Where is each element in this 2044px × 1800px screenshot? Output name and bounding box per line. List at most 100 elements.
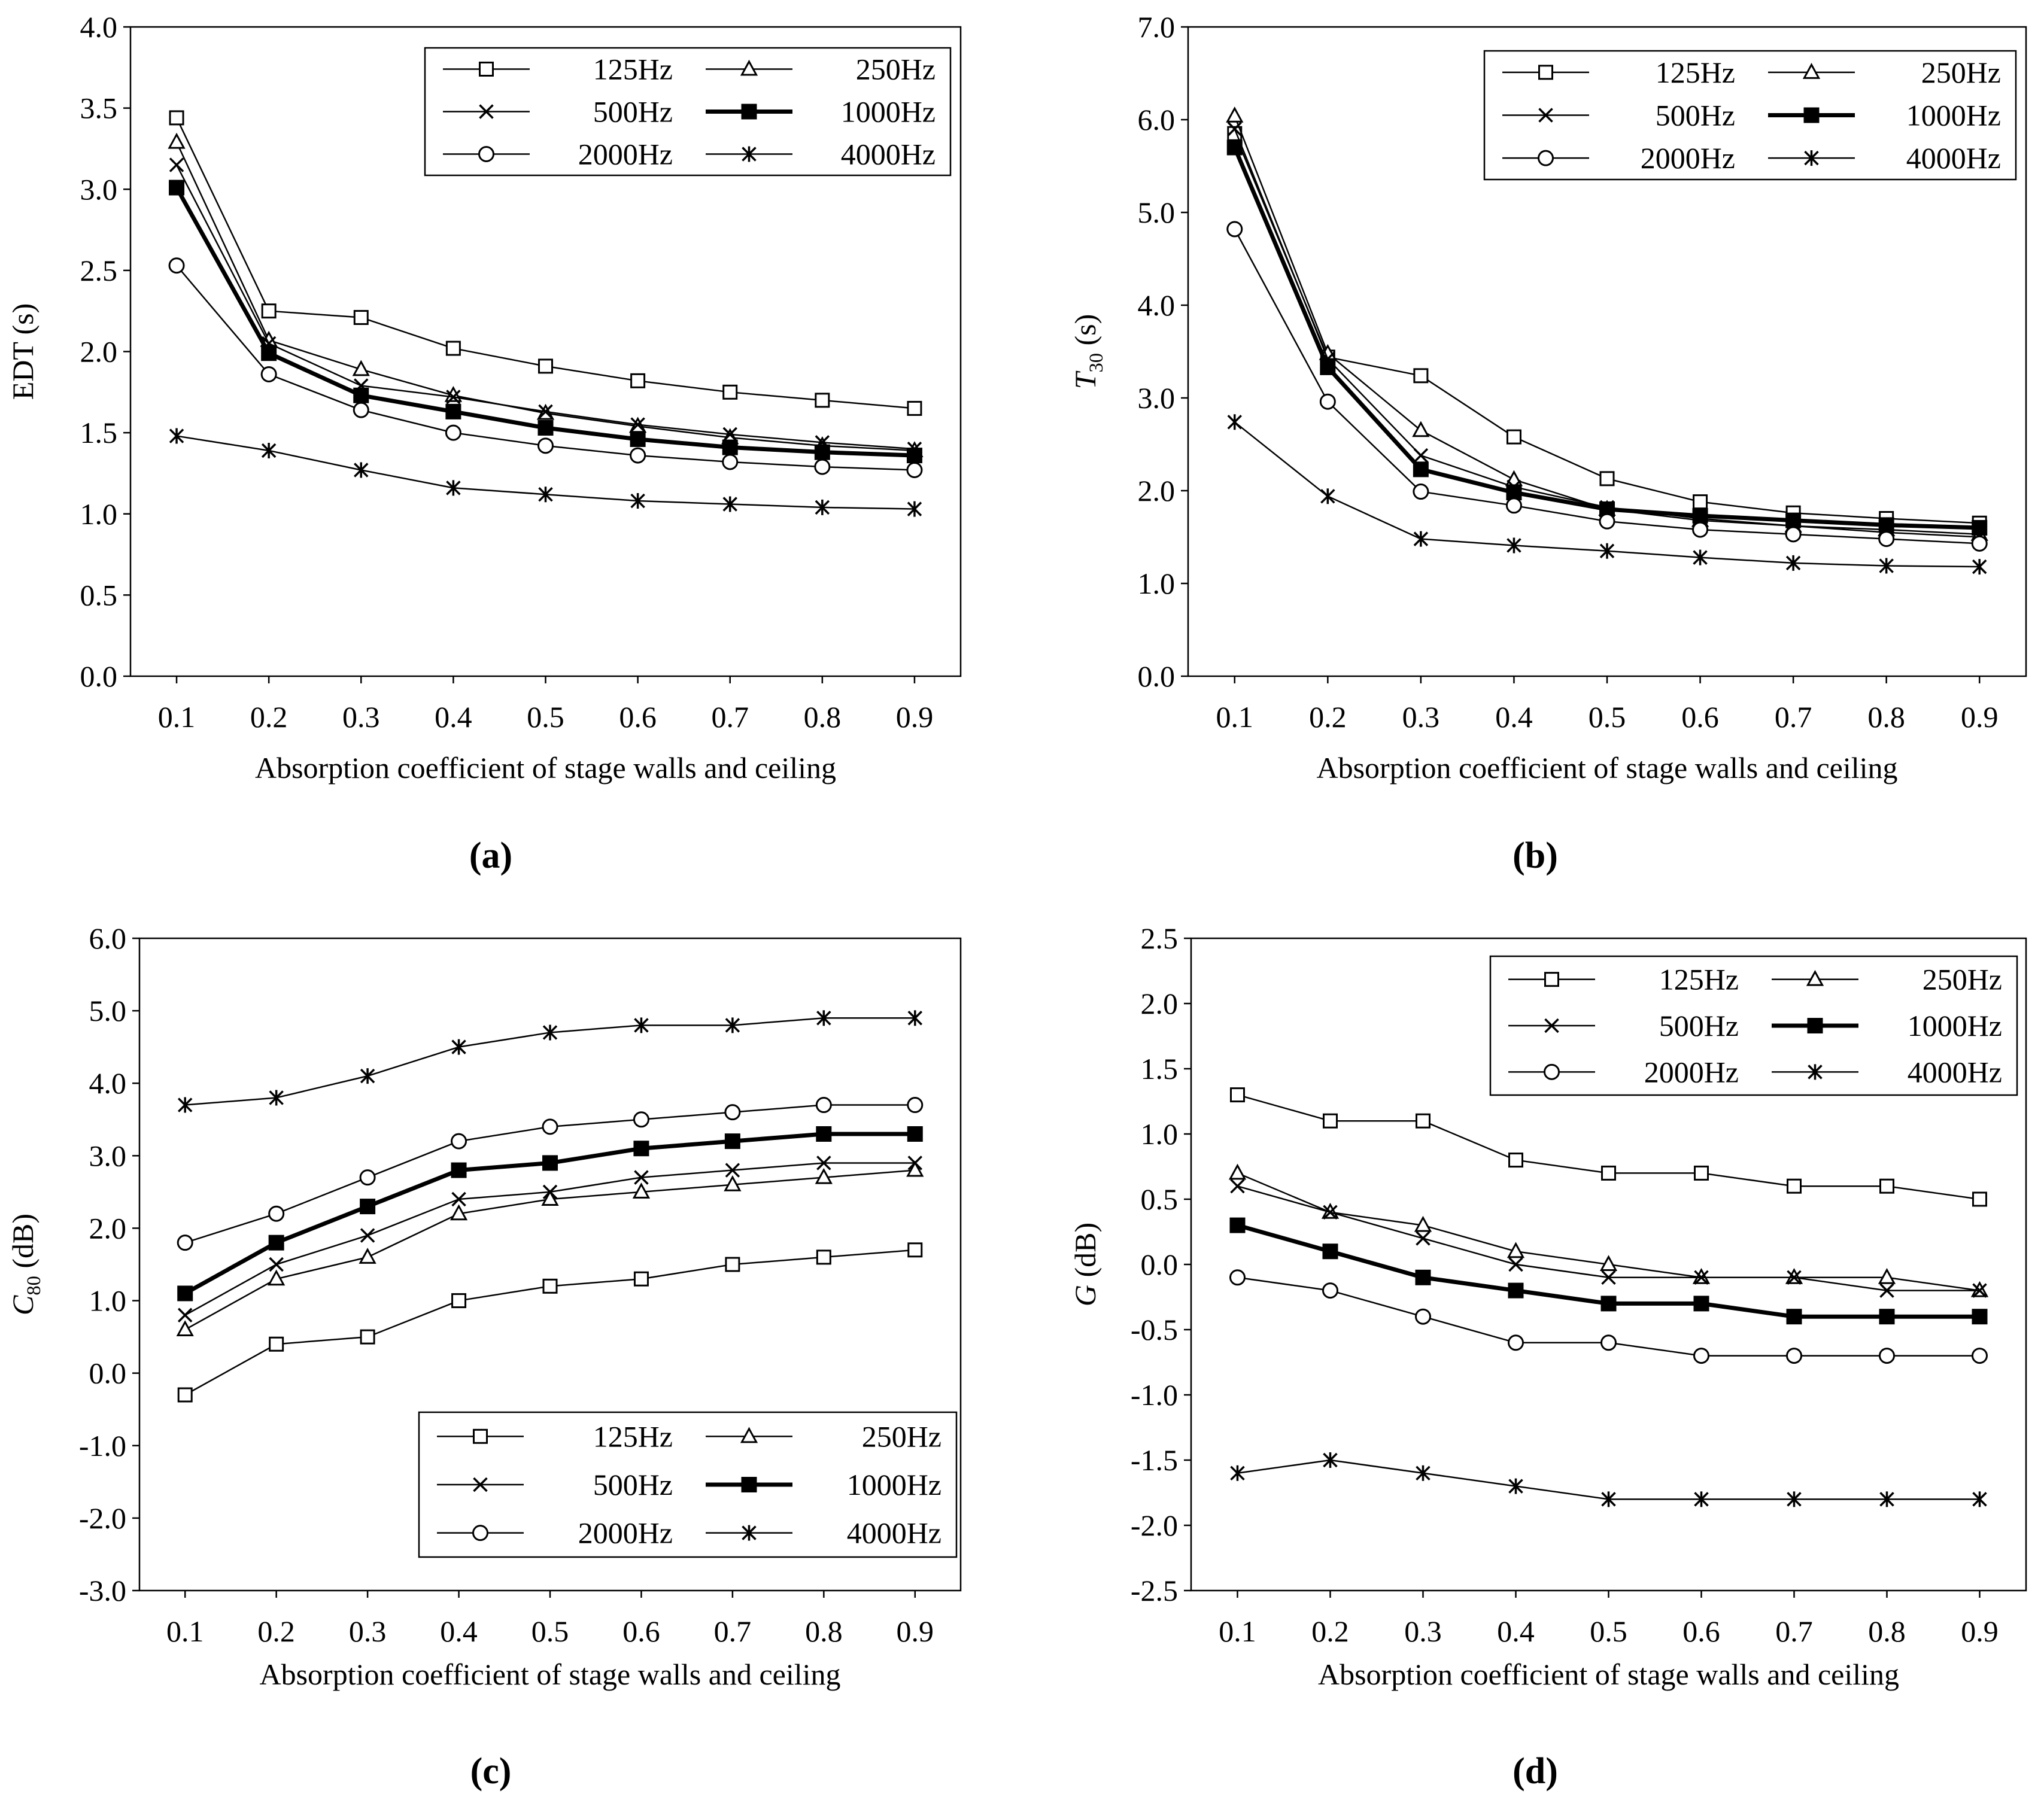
data-point-circle: [815, 1097, 832, 1114]
triangle-icon: [1806, 969, 1824, 986]
legend-entry-500hz: 500Hz: [1508, 1009, 1739, 1042]
legend-label: 250Hz: [862, 1419, 941, 1453]
x-tick-label: 0.4: [1495, 700, 1533, 734]
data-point-filled-square: [1600, 1296, 1617, 1312]
y-tick-label: 1.5: [1141, 1052, 1179, 1086]
filled-square-icon: [741, 104, 757, 120]
data-point-asterisk: [169, 428, 184, 444]
data-point-asterisk: [1413, 531, 1429, 547]
data-point-triangle: [906, 1160, 924, 1177]
triangle-icon: [1802, 63, 1821, 79]
data-point-square: [169, 110, 184, 126]
data-point-circle: [353, 402, 369, 418]
x-tick-label: 0.8: [804, 700, 842, 734]
y-axis-title-subscript: 80: [23, 1276, 45, 1296]
data-point-triangle: [1414, 1215, 1432, 1232]
series-2000hz: [1229, 1269, 1988, 1364]
data-point-filled-square: [1322, 1243, 1338, 1260]
data-point-x-cross: [907, 1156, 923, 1170]
data-point-filled-square: [1785, 512, 1802, 528]
data-point-asterisk: [1320, 488, 1335, 504]
legend: 125Hz 250Hz 500Hz 1000Hz 2000Hz 4000Hz: [1483, 50, 2017, 181]
y-tick-label: 4.0: [1138, 288, 1176, 322]
panel-caption: (c): [470, 1751, 512, 1792]
y-tick-label: 5.0: [1138, 196, 1176, 229]
data-point-square: [538, 358, 553, 374]
y-tick-label: 2.0: [80, 335, 118, 369]
asterisk-icon: [742, 1525, 757, 1541]
data-point-asterisk: [354, 462, 369, 478]
asterisk-icon: [1808, 1064, 1823, 1080]
data-point-triangle: [352, 360, 370, 376]
legend: 125Hz 250Hz 500Hz 1000Hz 2000Hz 4000Hz: [1489, 955, 2018, 1096]
data-point-x-cross: [725, 1163, 740, 1178]
y-tick-label: 0.0: [1141, 1248, 1179, 1281]
y-axis-title: T30 (s): [1068, 314, 1107, 390]
data-point-asterisk: [1507, 537, 1521, 554]
data-point-filled-square: [814, 444, 830, 460]
data-point-asterisk: [1972, 1491, 1987, 1507]
data-point-x-cross: [177, 1308, 193, 1323]
data-point-asterisk: [451, 1039, 466, 1055]
x-tick-label: 0.1: [166, 1614, 204, 1648]
data-point-square: [1323, 1113, 1338, 1129]
data-point-circle: [1229, 1269, 1246, 1286]
data-point-circle: [1322, 1282, 1338, 1299]
series-2000hz: [168, 257, 923, 479]
legend-entry-250hz: 250Hz: [1768, 56, 2001, 89]
data-point-circle: [1226, 221, 1243, 238]
triangle-icon: [740, 1427, 758, 1443]
legend-entry-1000hz: 1000Hz: [706, 95, 936, 129]
data-point-triangle: [1599, 1255, 1618, 1271]
x-cross-icon: [473, 1477, 488, 1492]
data-point-x-cross: [269, 1257, 284, 1272]
data-point-circle: [1785, 526, 1802, 543]
filled-square-icon: [741, 1477, 757, 1492]
data-point-filled-square: [169, 180, 185, 196]
data-point-filled-square: [1786, 1309, 1802, 1325]
y-tick-label: 7.0: [1138, 10, 1176, 44]
y-tick-label: 0.0: [1138, 659, 1176, 693]
panel-caption: (a): [469, 835, 512, 876]
data-point-filled-square: [1972, 520, 1988, 536]
series-1000hz: [1226, 139, 1988, 536]
data-point-filled-square: [1878, 517, 1894, 533]
series-4000hz: [177, 1010, 923, 1113]
series-500hz: [177, 1156, 923, 1323]
data-point-x-cross: [1230, 1178, 1245, 1194]
legend-label: 1000Hz: [847, 1468, 941, 1501]
legend-entry-2000hz: 2000Hz: [1502, 141, 1735, 175]
x-axis-title: Absorption coefficient of stage walls an…: [255, 751, 836, 785]
series-1000hz: [1229, 1217, 1988, 1325]
data-point-square: [1693, 494, 1708, 510]
legend-entry-2000hz: 2000Hz: [443, 138, 673, 171]
data-point-square: [1506, 429, 1521, 445]
y-tick-label: -3.0: [79, 1574, 126, 1607]
data-point-square: [907, 400, 922, 416]
data-point-filled-square: [1693, 1296, 1709, 1312]
y-tick-label: 3.0: [1138, 381, 1176, 415]
data-point-asterisk: [538, 487, 553, 503]
data-point-asterisk: [630, 493, 645, 509]
x-tick-label: 0.1: [158, 700, 196, 734]
data-point-asterisk: [177, 1097, 193, 1113]
data-point-square: [725, 1257, 740, 1272]
legend-label: 500Hz: [1656, 99, 1735, 132]
data-point-asterisk: [360, 1068, 375, 1084]
data-point-circle: [445, 424, 461, 441]
data-point-asterisk: [1879, 558, 1894, 574]
chart-panel-b: 0.0 1.0 2.0 3.0 4.0 5.0 6.0 7.0 0.1 0.2 0.3 0.4 0.5 0…: [1068, 10, 2027, 876]
y-tick-label: 0.5: [1141, 1182, 1179, 1216]
legend-entry-500hz: 500Hz: [443, 95, 673, 129]
y-tick-label: 1.0: [1141, 1117, 1179, 1151]
data-point-square: [816, 1249, 831, 1265]
data-point-circle: [633, 1111, 649, 1128]
data-point-square: [1879, 1178, 1894, 1194]
x-axis-title: Absorption coefficient of stage walls an…: [1316, 751, 1897, 785]
data-point-circle: [1508, 1334, 1524, 1351]
legend-label: 1000Hz: [1906, 99, 2001, 132]
series-1000hz: [177, 1126, 923, 1302]
y-axis-title-symbol: C: [6, 1295, 40, 1315]
data-point-filled-square: [1692, 507, 1708, 524]
